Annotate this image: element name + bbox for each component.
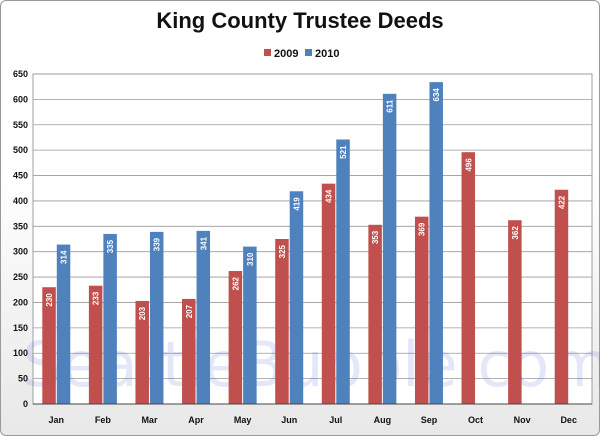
x-category-label: Oct (468, 415, 483, 425)
bar-2009-jan (42, 287, 56, 404)
x-category-label: Apr (188, 415, 204, 425)
x-category-label: Mar (141, 415, 158, 425)
bar-2010-mar (149, 231, 164, 404)
plot-area (32, 73, 593, 405)
chart-title: King County Trustee Deeds (156, 8, 443, 33)
bar-2009-apr (182, 298, 196, 404)
data-label-2009-jul: 434 (325, 189, 334, 203)
data-label-2010-mar: 339 (153, 237, 162, 251)
bar-2009-aug (368, 224, 382, 404)
watermark: SeattleBubble.com (22, 328, 600, 401)
bar-2010-apr (196, 230, 211, 404)
legend-swatch-2009 (264, 49, 271, 56)
y-tick-label: 550 (13, 120, 28, 130)
x-category-label: Jul (329, 415, 342, 425)
y-tick-label: 200 (13, 297, 28, 307)
y-tick-label: 650 (13, 69, 28, 79)
y-tick-label: 450 (13, 171, 28, 181)
y-tick-label: 400 (13, 196, 28, 206)
data-label-2009-aug: 353 (371, 230, 380, 244)
y-tick-label: 500 (13, 145, 28, 155)
x-category-label: Sep (421, 415, 438, 425)
y-tick-label: 0 (23, 399, 28, 409)
bar-2010-jan (56, 244, 71, 404)
legend-swatch-2010 (305, 49, 312, 56)
data-label-2009-jun: 325 (278, 244, 287, 258)
data-label-2010-apr: 341 (199, 236, 208, 250)
bar-2010-sep (429, 82, 443, 404)
data-label-2009-oct: 496 (464, 158, 473, 172)
bar-2009-may (228, 270, 243, 404)
x-axis-categories: Jan Feb Mar Apr May Jun Jul Aug Sep Oct Nov Dec (49, 415, 577, 425)
bar-2010-jul (336, 139, 350, 404)
x-category-label: Nov (514, 415, 531, 425)
bars (42, 82, 569, 405)
x-category-label: May (234, 415, 252, 425)
x-category-label: Jun (281, 415, 297, 425)
data-label-2009-may: 262 (231, 276, 240, 290)
data-label-2009-dec: 422 (557, 195, 566, 209)
bar-2009-nov (508, 220, 522, 404)
x-category-label: Feb (95, 415, 112, 425)
bar-2010-may (243, 246, 257, 404)
x-category-label: Jan (49, 415, 65, 425)
bar-2009-mar (135, 300, 149, 404)
data-label-2010-feb: 335 (106, 239, 115, 253)
bar-2009-sep (414, 216, 429, 404)
data-label-2010-jul: 521 (339, 145, 348, 159)
bar-2009-oct (461, 152, 476, 404)
bar-2010-jun (289, 191, 304, 404)
data-label-2009-sep: 369 (418, 222, 427, 236)
bar-2009-feb (88, 285, 103, 404)
y-tick-label: 150 (13, 323, 28, 333)
data-label-2010-jun: 419 (292, 197, 301, 211)
y-axis-ticks: 0 50 100 150 200 250 300 350 400 450 500 550 600 650 (13, 69, 28, 409)
bar-2010-aug (382, 93, 397, 405)
y-tick-label: 250 (13, 272, 28, 282)
bar-2009-dec (554, 189, 569, 404)
data-label-2010-aug: 611 (386, 99, 395, 112)
y-tick-label: 350 (13, 221, 28, 231)
legend-label-2009: 2009 (274, 48, 298, 60)
gridlines (33, 73, 592, 380)
bar-2009-jun (275, 239, 289, 404)
data-label-2009-jan: 230 (45, 293, 54, 307)
legend: 2009 2010 (264, 48, 339, 60)
data-label-2010-may: 310 (246, 252, 255, 266)
data-label-2009-apr: 207 (185, 304, 194, 318)
x-category-label: Aug (374, 415, 392, 425)
data-label-2009-nov: 362 (511, 226, 520, 240)
data-label-2010-sep: 634 (432, 88, 441, 102)
data-label-2010-jan: 314 (60, 250, 69, 264)
y-tick-label: 600 (13, 94, 28, 104)
bar-2009-jul (321, 183, 336, 404)
x-category-label: Dec (560, 415, 577, 425)
y-tick-label: 50 (18, 374, 28, 384)
y-tick-label: 100 (13, 348, 28, 358)
y-tick-label: 300 (13, 247, 28, 257)
bar-2010-feb (103, 233, 117, 404)
legend-label-2010: 2010 (315, 48, 339, 60)
data-label-2009-mar: 203 (138, 306, 147, 320)
data-labels: 230 314 233 335 203 339 207 341 262 310 325 419 434 5… (45, 88, 566, 321)
data-label-2009-feb: 233 (92, 291, 101, 305)
